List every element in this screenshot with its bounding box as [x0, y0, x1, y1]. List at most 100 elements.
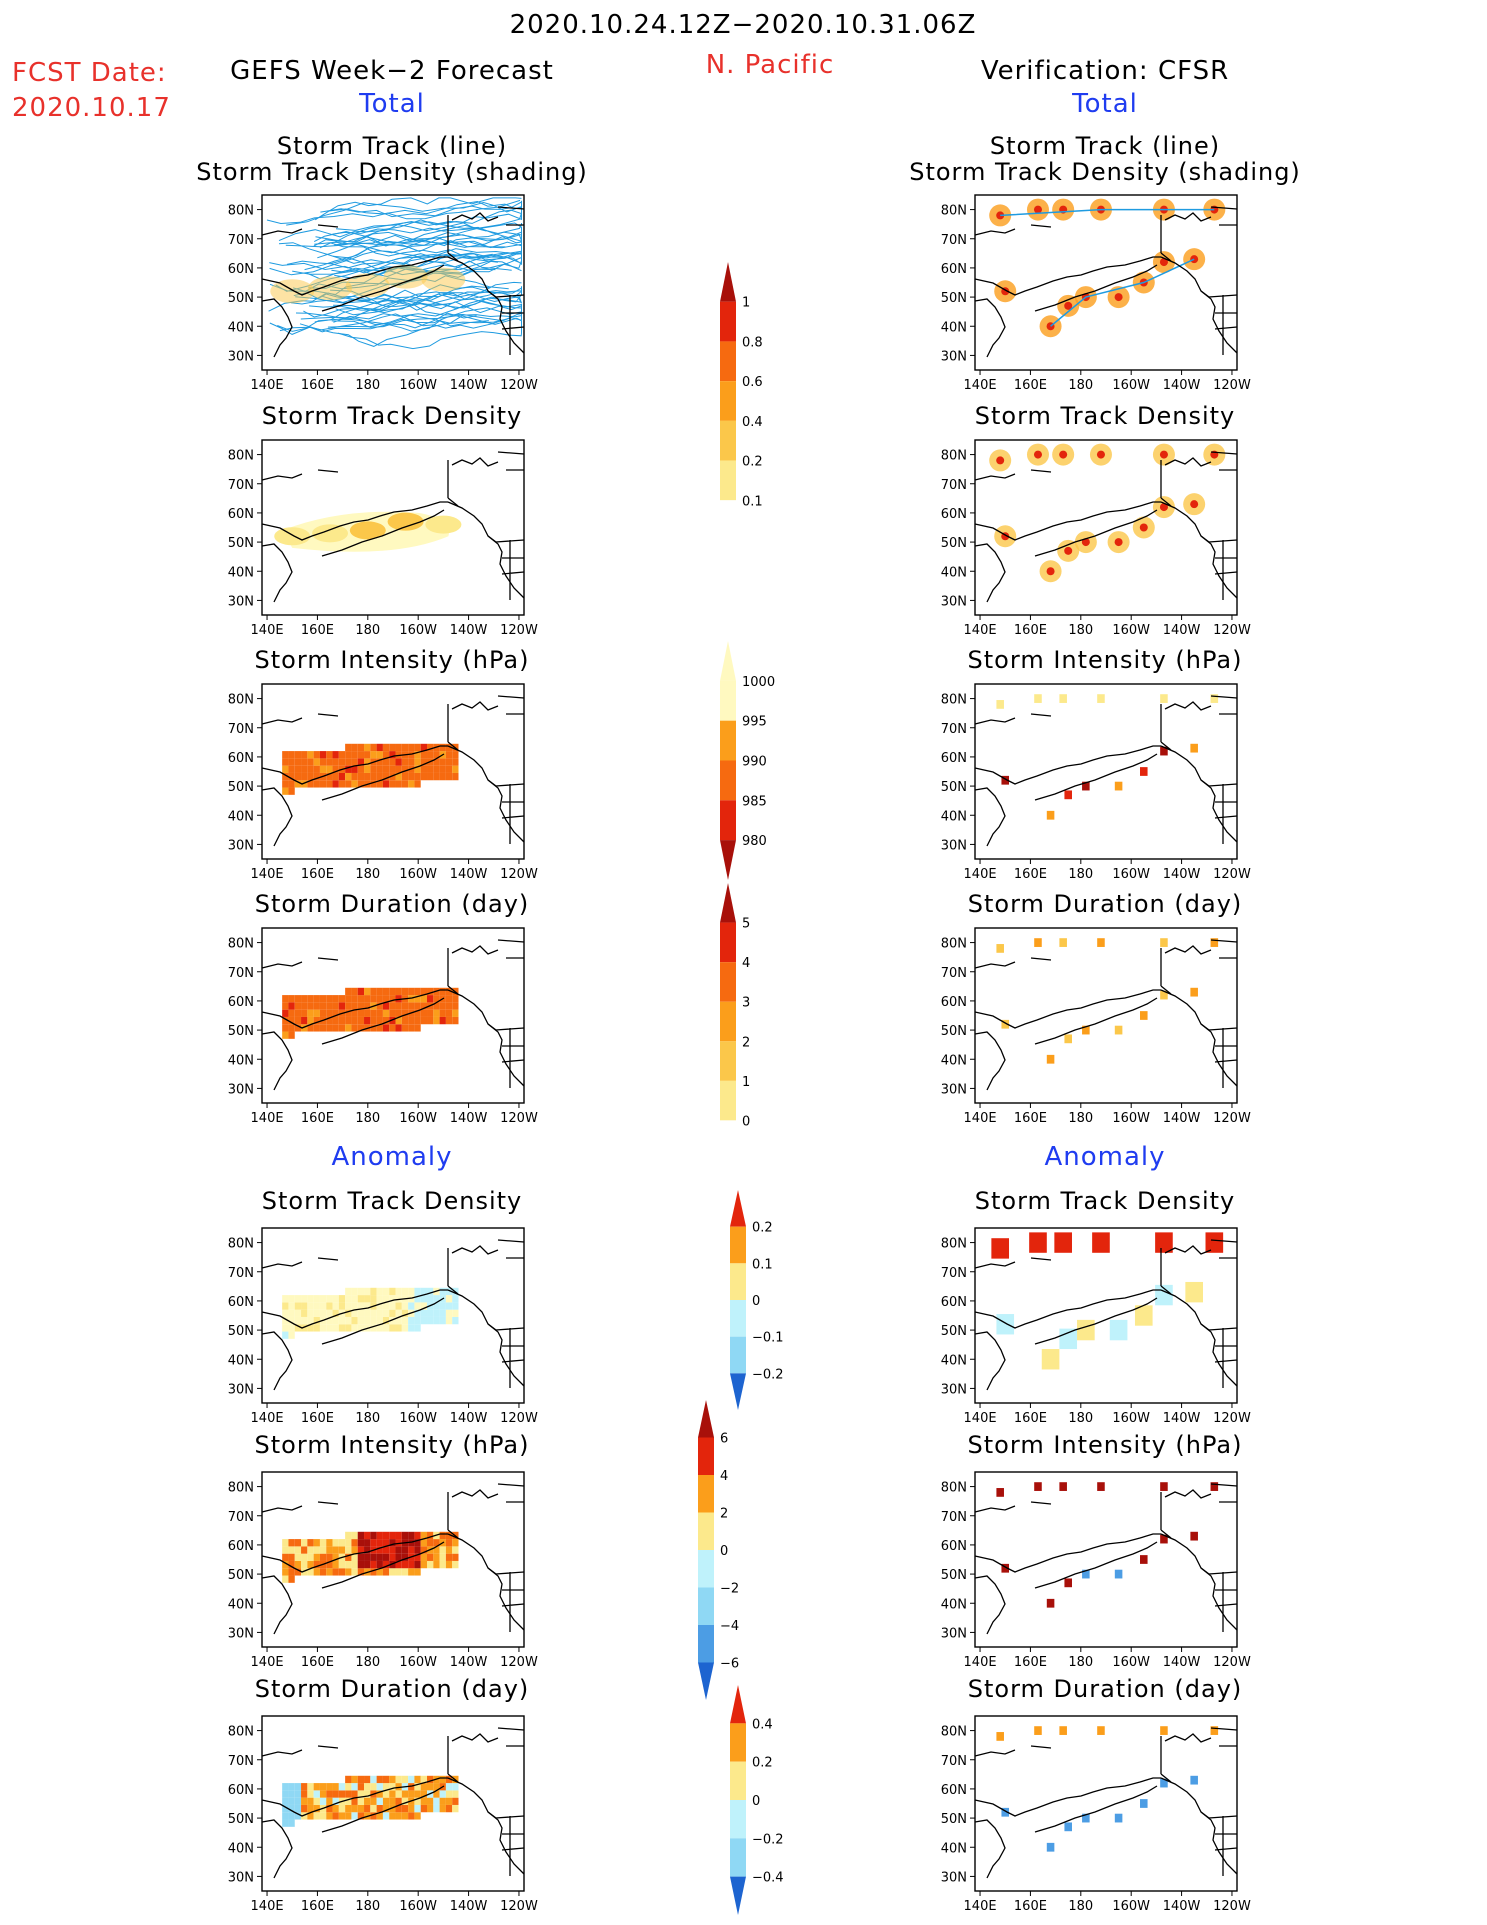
lat-tick-label: 80N [941, 1481, 967, 1496]
coastline [447, 704, 459, 751]
grid-cell [282, 1553, 289, 1561]
lat-tick-label: 40N [941, 320, 967, 335]
grid-cell [401, 1309, 409, 1317]
coastline [321, 1541, 445, 1589]
grid-cell [401, 1002, 409, 1010]
grid-cell [338, 1016, 346, 1025]
grid-cell [1059, 694, 1067, 703]
map-frame [974, 927, 1238, 1104]
grid-cell [294, 1024, 302, 1032]
grid-cell [395, 1797, 402, 1805]
coastline [1034, 1297, 1158, 1345]
grid-cell [288, 758, 295, 766]
lat-tick-label: 30N [941, 1382, 967, 1397]
coastline [1164, 945, 1212, 955]
density-core [1081, 538, 1090, 547]
grid-cell [433, 1797, 440, 1805]
grid-cell [376, 758, 383, 766]
grid-cell [351, 743, 358, 752]
grid-cell [427, 1309, 434, 1317]
grid-cell [445, 1002, 453, 1010]
grid-cell [389, 1287, 396, 1296]
grid-cell [357, 765, 365, 773]
lon-tick-label: 140W [1163, 867, 1201, 882]
grid-cell [414, 1295, 421, 1303]
grid-cell [313, 1295, 320, 1303]
grid-cell [338, 1024, 346, 1032]
grid-cell [301, 1790, 308, 1798]
grid-cell [282, 1790, 289, 1798]
lat-tick-label: 70N [941, 478, 967, 493]
grid-cell [414, 1790, 421, 1798]
grid-cell [357, 1531, 365, 1540]
grid-cell [996, 700, 1004, 709]
grid-cell [427, 1539, 434, 1547]
grid-cell [445, 1553, 453, 1561]
grid-cell [307, 1002, 314, 1010]
map-frame [261, 194, 525, 371]
grid-cell [345, 1016, 352, 1025]
grid-cell [452, 1295, 459, 1303]
grid-cell [427, 772, 434, 781]
grid-cell [332, 1309, 339, 1317]
coastline [1200, 290, 1238, 354]
grid-cell [301, 751, 308, 759]
grid-cell [294, 1790, 302, 1798]
grid-cell [1034, 1482, 1042, 1491]
grid-cell [1046, 810, 1055, 820]
grid-cell [376, 1302, 383, 1310]
grid-cell [376, 1309, 383, 1317]
grid-cell [288, 1539, 295, 1547]
grid-cell [445, 1016, 453, 1025]
grid-cell [420, 758, 428, 766]
storm-track-line [335, 221, 522, 243]
grid-cell [357, 1002, 365, 1010]
grid-cell [395, 1568, 402, 1576]
grid-cell [439, 1016, 446, 1025]
grid-cell [382, 1775, 390, 1784]
grid-cell [301, 1316, 308, 1325]
panel-title-track-shading-verif: Storm Track Density (shading) [909, 158, 1301, 186]
grid-cell [282, 1546, 289, 1554]
grid-cell [370, 1531, 377, 1540]
coastline [495, 539, 525, 600]
grid-cell [294, 1812, 302, 1820]
grid-cell [288, 1002, 295, 1010]
grid-cell [307, 772, 314, 781]
grid-cell [389, 1002, 396, 1010]
grid-cell [288, 1568, 295, 1576]
coastline [497, 206, 525, 226]
grid-cell [427, 995, 434, 1003]
grid-cell [427, 765, 434, 773]
grid-cell [345, 1546, 352, 1554]
grid-cell [288, 1783, 295, 1791]
grid-cell [439, 1287, 446, 1296]
grid-cell [1160, 990, 1168, 1000]
anomaly-label-right: Anomaly [1044, 1142, 1166, 1172]
grid-cell [445, 765, 453, 773]
lat-tick-label: 70N [941, 966, 967, 981]
grid-cell [313, 1302, 320, 1310]
grid-cell [1092, 1232, 1110, 1253]
lon-tick-label: 160E [1014, 1899, 1047, 1914]
grid-cell [370, 1295, 377, 1303]
coastline [1160, 1492, 1172, 1539]
grid-cell [439, 1775, 446, 1784]
density-core [1046, 567, 1055, 576]
grid-cell [294, 1546, 302, 1554]
coastline [974, 298, 1006, 358]
coastline [1210, 1483, 1238, 1503]
grid-cell [382, 1568, 390, 1576]
coastline [261, 1331, 293, 1391]
grid-cell [389, 1546, 396, 1554]
coastline [974, 1745, 1052, 1757]
grid-cell [326, 1295, 333, 1303]
grid-cell [1029, 1232, 1047, 1253]
grid-cell [345, 1309, 352, 1317]
grid-cell [357, 1295, 365, 1303]
grid-cell [395, 1553, 402, 1561]
lon-tick-label: 160W [399, 1899, 437, 1914]
grid-cell [1034, 694, 1042, 703]
grid-cell [357, 751, 365, 759]
grid-cell [351, 1531, 358, 1540]
